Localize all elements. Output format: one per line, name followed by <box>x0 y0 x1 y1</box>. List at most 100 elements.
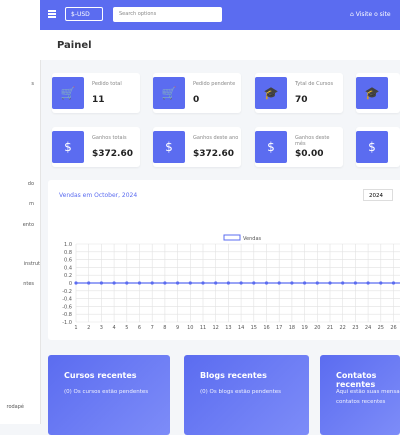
stat-icon: $ <box>255 131 287 163</box>
recent-card: Blogs recentes (0) Os blogs estão pendent… <box>184 355 309 435</box>
x-tick-label: 19 <box>301 325 307 331</box>
legend-swatch <box>223 234 241 241</box>
x-tick-label: 10 <box>187 325 193 331</box>
x-tick-label: 11 <box>200 325 206 331</box>
point <box>125 281 129 285</box>
x-tick-label: 25 <box>378 325 384 331</box>
point <box>252 281 256 285</box>
x-tick-label: 5 <box>125 325 128 331</box>
topbar: $-USD Search options ⌂ Visite o site <box>40 0 400 30</box>
sidebar-item[interactable]: do <box>27 181 34 187</box>
point <box>277 281 281 285</box>
point <box>239 281 243 285</box>
y-tick-label: -0.2 <box>62 289 72 295</box>
stat-card: 🛒 Pedido pendente 0 <box>153 73 241 113</box>
point <box>366 281 370 285</box>
y-tick-label: 0.6 <box>64 258 72 264</box>
point <box>328 281 332 285</box>
stat-card: $ Ganhos deste mês $0.00 <box>255 127 343 167</box>
stat-card: $ Ganhos deste ano $372.60 <box>153 127 241 167</box>
x-tick-label: 3 <box>100 325 103 331</box>
x-tick-label: 14 <box>238 325 244 331</box>
stat-icon: 🛒 <box>52 77 84 109</box>
visit-link[interactable]: ⌂ Visite o site <box>350 11 391 18</box>
sidebar-border <box>40 0 41 424</box>
stat-value: 0 <box>193 95 200 105</box>
sidebar-item[interactable]: s <box>31 81 34 87</box>
point <box>353 281 357 285</box>
year-select[interactable]: 2024 <box>363 189 393 201</box>
point <box>290 281 294 285</box>
sidebar-item[interactable]: m <box>29 201 34 207</box>
stat-label: Ganhos totais <box>92 135 127 141</box>
x-tick-label: 24 <box>365 325 371 331</box>
point <box>341 281 345 285</box>
sidebar-item[interactable]: instrut <box>23 261 40 267</box>
x-tick-label: 8 <box>163 325 166 331</box>
x-tick-label: 6 <box>138 325 141 331</box>
chart-title: Vendas em October, 2024 <box>59 192 138 199</box>
x-tick-label: 12 <box>213 325 219 331</box>
stat-label: Ganhos deste mês <box>295 135 330 147</box>
x-tick-label: 4 <box>113 325 116 331</box>
point <box>176 281 180 285</box>
point <box>264 281 269 285</box>
sidebar-item[interactable]: rodapé <box>6 404 25 410</box>
stat-icon: 🎓 <box>356 77 388 109</box>
x-tick-label: 17 <box>276 325 282 331</box>
header: Painel <box>40 30 400 60</box>
page-title: Painel <box>57 40 92 51</box>
y-tick-label: 0.8 <box>64 250 72 256</box>
y-tick-label: 0 <box>69 281 72 287</box>
x-tick-label: 26 <box>390 325 396 331</box>
point <box>74 281 78 285</box>
y-tick-label: 0.2 <box>64 273 72 279</box>
stat-value: 70 <box>295 95 308 105</box>
search-input[interactable]: Search options <box>113 7 222 22</box>
recent-text: (0) Os blogs estão pendentes <box>200 389 281 395</box>
recent-card: Cursos recentes (0) Os cursos estão pende… <box>48 355 170 435</box>
point <box>87 281 91 285</box>
x-tick-label: 15 <box>251 325 257 331</box>
sidebar-item[interactable]: ento <box>22 222 34 228</box>
stat-icon: $ <box>153 131 185 163</box>
stat-label: Tytal de Cursos <box>295 81 334 87</box>
stat-label: Pedido pendente <box>193 81 236 87</box>
point <box>188 281 192 285</box>
x-tick-label: 23 <box>352 325 358 331</box>
point <box>379 281 383 285</box>
y-tick-label: -0.6 <box>62 304 72 310</box>
x-tick-label: 18 <box>289 325 295 331</box>
point <box>226 281 230 285</box>
x-tick-label: 2 <box>87 325 90 331</box>
legend-label: Vendas <box>243 236 262 242</box>
x-tick-label: 20 <box>314 325 320 331</box>
point <box>315 281 319 285</box>
stat-card: 🎓 <box>356 73 400 113</box>
menu-icon[interactable] <box>48 10 56 12</box>
stat-label: Pedido total <box>92 81 122 87</box>
point <box>391 281 396 285</box>
sidebar: s do m ento instrut ntes rodapé <box>0 0 40 424</box>
y-tick-label: -0.4 <box>62 297 72 303</box>
y-tick-label: -0.8 <box>62 312 72 318</box>
visit-text: Visite o site <box>355 11 391 18</box>
currency-select[interactable]: $-USD <box>65 7 103 21</box>
stat-card: 🎓 Tytal de Cursos 70 <box>255 73 343 113</box>
y-tick-label: 0.4 <box>64 265 72 271</box>
point <box>99 281 103 285</box>
point <box>201 281 205 285</box>
y-tick-label: -1.0 <box>62 320 72 326</box>
stat-value: $372.60 <box>193 149 234 159</box>
stat-icon: 🛒 <box>153 77 185 109</box>
sidebar-item[interactable]: ntes <box>23 281 34 287</box>
point <box>303 281 307 285</box>
stat-value: 11 <box>92 95 105 105</box>
x-tick-label: 21 <box>327 325 333 331</box>
point <box>214 281 218 285</box>
point <box>112 281 116 285</box>
recent-text: Aqui estão suas mensagens de contatos re… <box>336 389 400 405</box>
point <box>150 281 154 285</box>
stat-icon: $ <box>52 131 84 163</box>
